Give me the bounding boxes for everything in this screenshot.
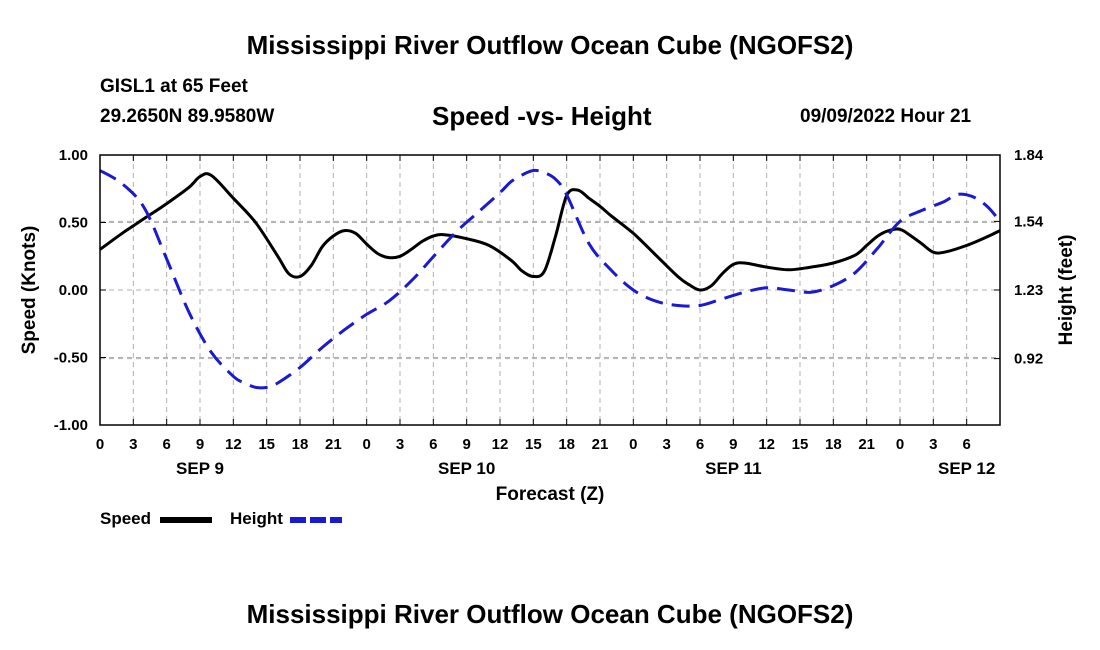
- x-tick-label: 6: [429, 436, 437, 453]
- x-tick-label: 12: [758, 436, 775, 453]
- x-tick-label: 0: [896, 436, 904, 453]
- y-tick-label: -1.00: [54, 417, 88, 434]
- x-tick-label: 12: [225, 436, 242, 453]
- x-tick-label: 18: [558, 436, 575, 453]
- station-label: GISL1 at 65 Feet: [100, 76, 248, 97]
- x-tick-label: 3: [129, 436, 137, 453]
- x-tick-label: 0: [629, 436, 637, 453]
- x-tick-label: 15: [525, 436, 542, 453]
- x-tick-label: 3: [662, 436, 670, 453]
- day-label: SEP 9: [176, 459, 224, 478]
- x-tick-label: 15: [792, 436, 809, 453]
- x-tick-label: 15: [258, 436, 275, 453]
- y-tick-label: -0.50: [54, 350, 88, 367]
- y2-tick-label: 1.84: [1014, 147, 1044, 164]
- x-tick-label: 6: [962, 436, 970, 453]
- day-label: SEP 12: [938, 459, 995, 478]
- series-group: [99, 168, 1002, 390]
- x-tick-label: 6: [696, 436, 704, 453]
- y2-axis-title: Height (feet): [1056, 235, 1077, 346]
- chart-main-title: Mississippi River Outflow Ocean Cube (NG…: [246, 30, 854, 60]
- legend-speed-swatch: [160, 517, 212, 523]
- y2-tick-label: 1.23: [1014, 282, 1043, 299]
- x-tick-label: 0: [362, 436, 370, 453]
- day-label: SEP 11: [705, 459, 761, 478]
- y-tick-label: 0.50: [59, 215, 88, 232]
- height-series-line: [99, 168, 1002, 390]
- x-tick-label: 12: [492, 436, 509, 453]
- station-coordinates: 29.2650N 89.9580W: [100, 106, 275, 127]
- x-tick-label: 21: [592, 436, 609, 453]
- y-axis-title: Speed (Knots): [19, 226, 40, 355]
- y-tick-label: 1.00: [59, 147, 88, 164]
- x-tick-label: 18: [292, 436, 309, 453]
- x-tick-label: 18: [825, 436, 842, 453]
- footer-title: Mississippi River Outflow Ocean Cube (NG…: [246, 599, 854, 629]
- x-tick-label: 3: [396, 436, 404, 453]
- legend-height-label: Height: [230, 509, 283, 528]
- legend-speed-label: Speed: [100, 509, 152, 528]
- y2-tick-label: 1.54: [1014, 213, 1044, 230]
- day-label: SEP 10: [438, 459, 495, 478]
- chart-subtitle: Speed -vs- Height: [432, 101, 652, 131]
- x-tick-label: 6: [162, 436, 170, 453]
- x-axis-title: Forecast (Z): [496, 484, 605, 505]
- x-tick-label: 9: [729, 436, 737, 453]
- forecast-datetime: 09/09/2022 Hour 21: [800, 106, 972, 127]
- y2-tick-label: 0.92: [1014, 351, 1043, 368]
- x-tick-label: 21: [325, 436, 342, 453]
- legend-height-swatch: [290, 517, 342, 523]
- x-tick-label: 21: [858, 436, 875, 453]
- speed-series-line: [99, 172, 1001, 292]
- x-tick-label: 9: [196, 436, 204, 453]
- x-tick-label: 0: [96, 436, 104, 453]
- x-tick-label: 3: [929, 436, 937, 453]
- x-tick-label: 9: [462, 436, 470, 453]
- y-tick-label: 0.00: [59, 282, 88, 299]
- grid: [99, 154, 1000, 426]
- axes: 0 3 6 9 12 15 18 21 0 3 6 9 12 15 18 21 0 3 6 9 12 15 18 21 0 3 6 1…: [19, 147, 1077, 505]
